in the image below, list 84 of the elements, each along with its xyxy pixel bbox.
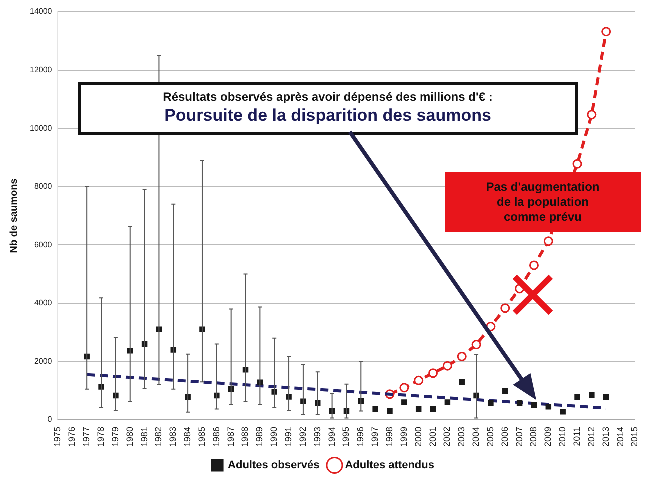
- x-tick-label: 1987: [226, 426, 236, 448]
- annotation: Résultats observés après avoir dépensé des millions d'€ :: [162, 90, 494, 104]
- point: [572, 159, 582, 169]
- x-tick-label: 2011: [572, 426, 582, 446]
- point: [387, 408, 393, 414]
- point: [416, 406, 422, 412]
- y-tick-label: 4000: [34, 298, 53, 308]
- point: [531, 402, 538, 408]
- x-tick-label: 2013: [600, 426, 611, 448]
- x-tick-label: 1989: [254, 426, 265, 448]
- point: [442, 361, 452, 371]
- point: [603, 394, 610, 400]
- point: [459, 379, 465, 385]
- annotation: Poursuite de la disparition des saumons: [164, 106, 492, 126]
- x-tick-label: 1992: [298, 426, 308, 448]
- x-tick-label: 2009: [543, 426, 554, 448]
- point: [457, 352, 467, 362]
- x-tick-label: 1976: [67, 426, 78, 448]
- point: [472, 340, 482, 350]
- x-tick-label: 2015: [630, 426, 640, 448]
- x-tick-label: 1981: [139, 426, 150, 448]
- x-tick-label: 2004: [471, 426, 482, 448]
- legend-label: Adultes observés: [228, 460, 320, 472]
- x-tick-label: 2010: [558, 426, 568, 448]
- x-tick-label: 2006: [500, 426, 510, 448]
- point: [402, 400, 408, 406]
- x-tick-label: 1986: [211, 426, 222, 448]
- point: [500, 304, 510, 314]
- x-tick-label: 1995: [341, 426, 352, 448]
- y-tick-label: 12000: [30, 65, 53, 74]
- x-tick-label: 1999: [398, 426, 409, 448]
- y-tick-label: 6000: [34, 240, 53, 250]
- point: [560, 408, 566, 415]
- y-axis-title: Nb de saumons: [8, 178, 20, 254]
- x-tick-label: 1993: [312, 426, 322, 448]
- x-tick-label: 1984: [182, 426, 193, 448]
- point: [589, 392, 595, 398]
- y-tick-label: 10000: [30, 124, 53, 133]
- x-tick-label: 2007: [514, 426, 524, 448]
- point: [546, 404, 552, 410]
- x-tick-label: 2008: [528, 426, 539, 448]
- x-tick-label: 1994: [326, 426, 337, 448]
- x-tick-label: 1988: [240, 426, 250, 448]
- point: [544, 236, 554, 246]
- point: [414, 376, 424, 386]
- y-tick-label: 8000: [34, 182, 53, 192]
- point: [574, 394, 580, 400]
- x-tick-label: 2014: [615, 426, 626, 448]
- x-tick-label: 2000: [413, 426, 424, 448]
- text-box: Résultats observés après avoir dépensé des millions d'€ : Poursuite de la disparition des saumons: [78, 82, 578, 135]
- x-tick-label: 1996: [356, 426, 366, 448]
- point: [516, 400, 523, 406]
- x-tick-label: 2003: [456, 426, 467, 448]
- text-box: Pas d'augmentation de la population comme prévu: [445, 172, 641, 232]
- x-tick-label: 1975: [52, 426, 63, 448]
- x-tick-label: 1985: [196, 426, 207, 448]
- point: [529, 260, 539, 270]
- x-tick-label: 2005: [485, 426, 496, 448]
- y-tick-label: 0: [48, 415, 53, 424]
- x-tick-label: 1998: [384, 426, 394, 448]
- x-tick-label: 1982: [154, 426, 164, 448]
- point: [428, 368, 438, 378]
- x-tick-label: 1977: [82, 426, 92, 448]
- x-tick-label: 1980: [124, 426, 135, 448]
- x-tick-label: 2001: [428, 426, 438, 448]
- y-tick-label: 2000: [34, 356, 53, 366]
- point: [372, 406, 378, 412]
- y-tick-label: 14000: [30, 7, 53, 16]
- point: [587, 110, 597, 120]
- legend-label: Adultes attendus: [345, 460, 434, 472]
- x-tick-label: 2002: [442, 426, 452, 448]
- x-tick-label: 1990: [269, 426, 280, 448]
- x-tick-label: 1991: [284, 426, 294, 448]
- x-tick-label: 2012: [586, 426, 596, 448]
- x-tick-label: 1978: [96, 426, 106, 448]
- point: [430, 406, 436, 412]
- point: [444, 400, 451, 406]
- point: [400, 383, 410, 393]
- x-tick-label: 1997: [370, 426, 380, 448]
- point: [602, 27, 612, 37]
- x-tick-label: 1979: [110, 426, 120, 448]
- point: [502, 388, 508, 394]
- x-tick-label: 1983: [168, 426, 178, 448]
- point: [488, 400, 494, 406]
